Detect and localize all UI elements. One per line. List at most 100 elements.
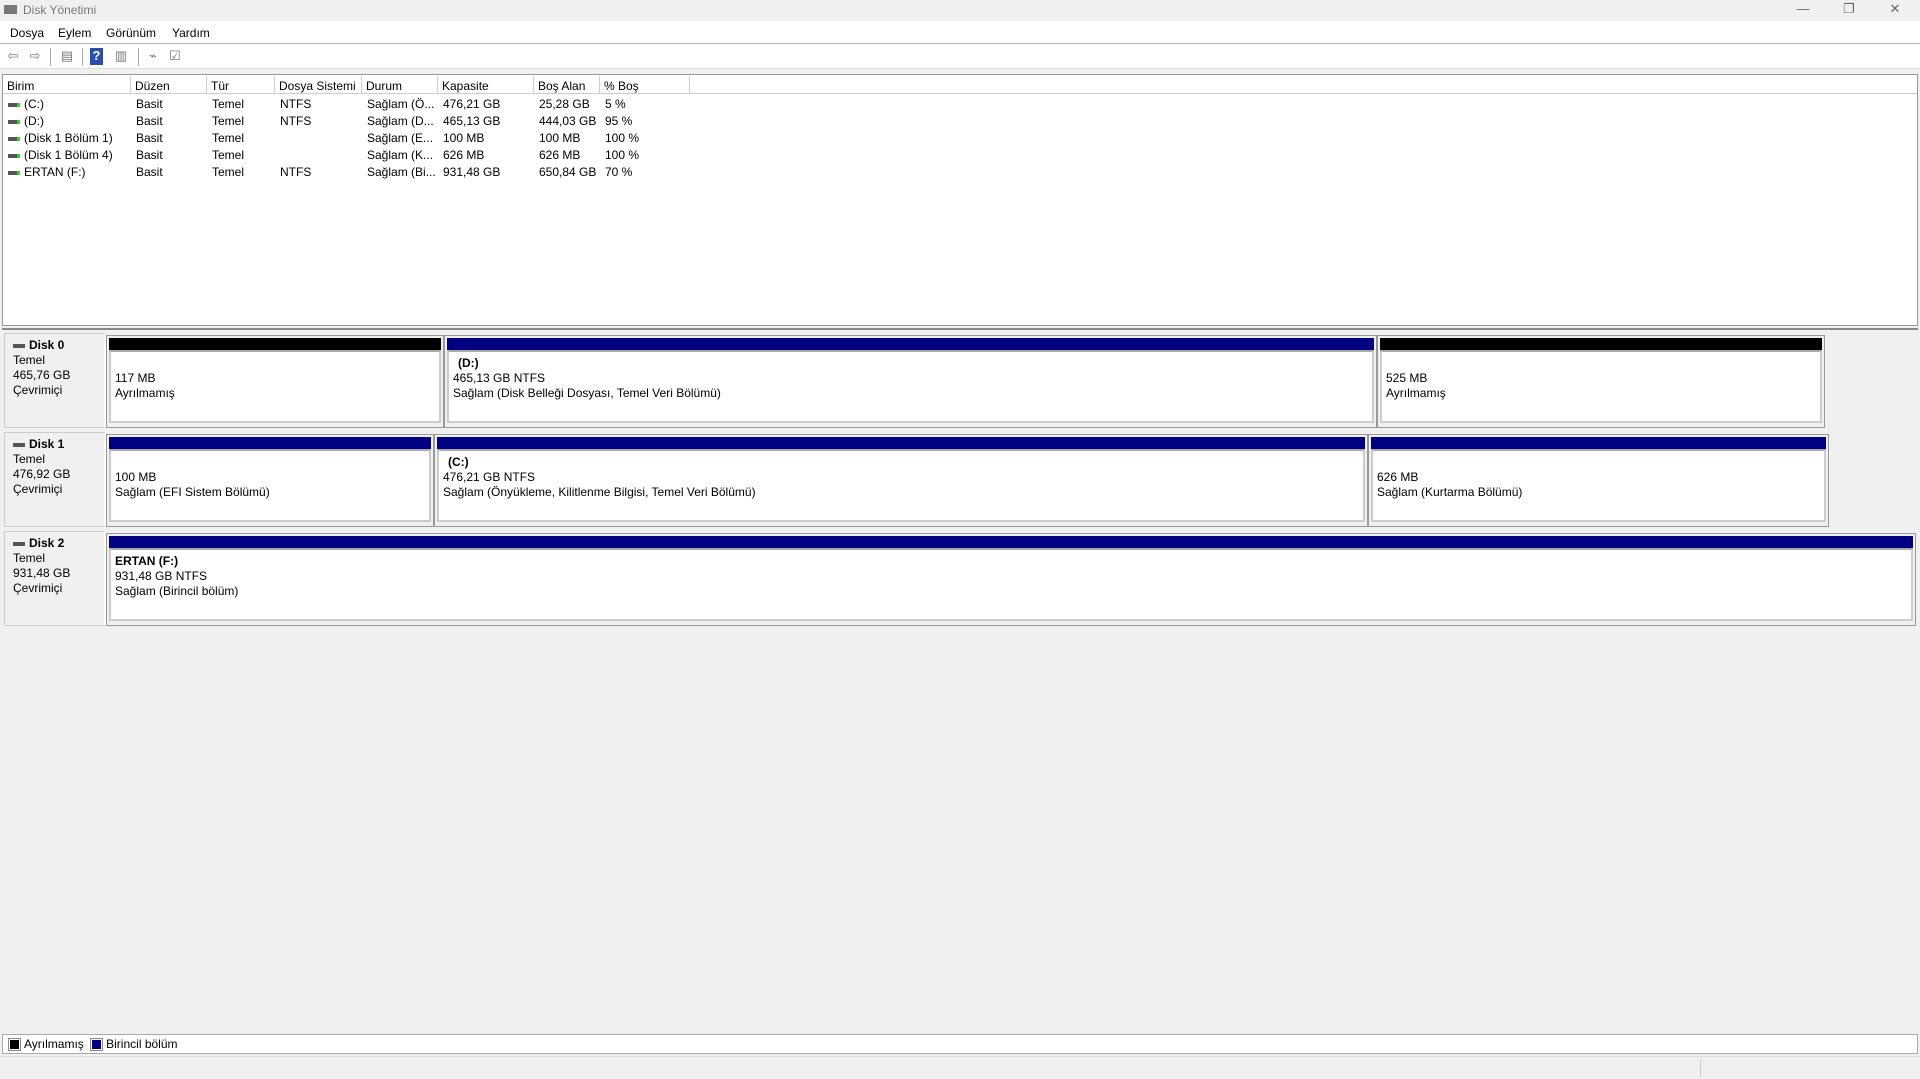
table-cell[interactable]: 100 % — [601, 148, 691, 162]
action-pane-icon[interactable]: ▥ — [114, 48, 128, 63]
volume-name[interactable]: (Disk 1 Bölüm 4) — [4, 148, 132, 162]
column-header[interactable]: Boş Alan — [534, 76, 600, 94]
column-header[interactable]: Kapasite — [438, 76, 534, 94]
table-cell[interactable]: 70 % — [601, 165, 691, 179]
column-header[interactable]: Dosya Sistemi — [275, 76, 362, 94]
table-cell[interactable]: NTFS — [276, 97, 363, 111]
disk-management-icon — [4, 5, 17, 14]
table-cell[interactable]: 95 % — [601, 114, 691, 128]
cell-value: Basit — [136, 131, 163, 145]
table-cell[interactable]: 25,28 GB — [535, 97, 601, 111]
table-cell[interactable]: 100 MB — [535, 131, 601, 145]
drive-icon — [8, 153, 20, 158]
drive-icon — [8, 136, 20, 141]
disk-status: Çevrimiçi — [13, 482, 63, 496]
table-cell[interactable]: 444,03 GB — [535, 114, 601, 128]
disk-name-text: Disk 2 — [29, 536, 65, 550]
partition-label — [115, 356, 435, 371]
partition-primary[interactable]: (C:) 476,21 GB NTFS Sağlam (Önyükleme, Kil… — [434, 434, 1368, 527]
table-cell[interactable]: 626 MB — [535, 148, 601, 162]
disk-type: Temel — [13, 551, 46, 565]
disk-label[interactable]: Disk 2 Temel 931,48 GB Çevrimiçi — [4, 531, 106, 626]
column-header[interactable]: Düzen — [131, 76, 207, 94]
table-cell[interactable]: 5 % — [601, 97, 691, 111]
cell-value: NTFS — [280, 165, 312, 179]
table-cell[interactable]: Temel — [208, 165, 276, 179]
forward-icon[interactable]: ⇨ — [29, 48, 41, 63]
cell-value: 25,28 GB — [539, 97, 590, 111]
partition-bar — [1371, 437, 1826, 449]
drive-icon — [8, 170, 20, 175]
table-cell[interactable]: 100 MB — [439, 131, 535, 145]
disk-label[interactable]: Disk 0 Temel 465,76 GB Çevrimiçi — [4, 333, 106, 428]
table-cell[interactable]: Basit — [132, 131, 208, 145]
window-title: Disk Yönetimi — [23, 3, 97, 17]
table-cell[interactable]: 465,13 GB — [439, 114, 535, 128]
menu-eylem[interactable]: Eylem — [58, 26, 92, 40]
connect-icon[interactable]: ⌁ — [149, 48, 157, 63]
table-cell[interactable]: Temel — [208, 97, 276, 111]
partition-size: 525 MB — [1386, 371, 1428, 385]
table-cell[interactable]: 476,21 GB — [439, 97, 535, 111]
partition-primary[interactable]: (D:) 465,13 GB NTFS Sağlam (Disk Belleği D… — [444, 335, 1377, 428]
disk-status: Çevrimiçi — [13, 581, 63, 595]
partition-size: 100 MB — [115, 470, 157, 484]
volume-name[interactable]: (Disk 1 Bölüm 1) — [4, 131, 132, 145]
partition-bar — [109, 338, 441, 350]
table-cell[interactable]: 931,48 GB — [439, 165, 535, 179]
column-header[interactable]: Tür — [207, 76, 275, 94]
partition-bar — [437, 437, 1365, 449]
partition-unallocated[interactable]: 525 MB Ayrılmamış — [1377, 335, 1825, 428]
table-cell[interactable]: NTFS — [276, 165, 363, 179]
partition-primary[interactable]: 100 MB Sağlam (EFI Sistem Bölümü) — [106, 434, 434, 527]
table-cell[interactable]: Temel — [208, 114, 276, 128]
column-header[interactable]: Birim — [3, 76, 131, 94]
cell-value: 5 % — [605, 97, 626, 111]
column-header-empty — [690, 76, 1917, 94]
partition-bar — [1380, 338, 1822, 350]
menu-gorunum[interactable]: Görünüm — [106, 26, 157, 40]
restore-button[interactable]: ❐ — [1843, 1, 1855, 16]
column-header[interactable]: % Boş — [600, 76, 690, 94]
partition-primary[interactable]: ERTAN (F:) 931,48 GB NTFS Sağlam (Birincil… — [106, 533, 1916, 626]
console-tree-icon[interactable]: ▤ — [60, 48, 74, 63]
back-icon[interactable]: ⇦ — [7, 48, 19, 63]
table-cell[interactable]: 626 MB — [439, 148, 535, 162]
help-icon[interactable]: ? — [90, 48, 103, 65]
table-cell[interactable]: Sağlam (Ö... — [363, 97, 439, 111]
legend: Ayrılmamış Birincil bölüm — [2, 1034, 1918, 1054]
cell-value: Temel — [212, 148, 245, 162]
table-cell[interactable]: Sağlam (K... — [363, 148, 439, 162]
properties-icon[interactable]: ☑ — [169, 48, 181, 63]
menu-yardim[interactable]: Yardım — [172, 26, 210, 40]
partition-unallocated[interactable]: 117 MB Ayrılmamış — [106, 335, 444, 428]
table-cell[interactable]: Basit — [132, 114, 208, 128]
disk-label[interactable]: Disk 1 Temel 476,92 GB Çevrimiçi — [4, 432, 106, 527]
cell-value: Sağlam (K... — [367, 148, 434, 162]
volume-list[interactable]: Birim Düzen Tür Dosya Sistemi Durum Kapasite B… — [2, 74, 1918, 326]
partition-primary[interactable]: 626 MB Sağlam (Kurtarma Bölümü) — [1368, 434, 1829, 527]
table-cell[interactable]: Sağlam (Bi... — [363, 165, 439, 179]
table-cell[interactable]: Temel — [208, 148, 276, 162]
table-cell[interactable]: Sağlam (E... — [363, 131, 439, 145]
table-cell[interactable]: 100 % — [601, 131, 691, 145]
table-cell[interactable]: 650,84 GB — [535, 165, 601, 179]
table-cell[interactable]: Basit — [132, 97, 208, 111]
table-cell[interactable]: Temel — [208, 131, 276, 145]
table-cell[interactable]: Basit — [132, 165, 208, 179]
table-cell[interactable]: Sağlam (D... — [363, 114, 439, 128]
volume-name[interactable]: (C:) — [4, 97, 132, 111]
minimize-button[interactable]: — — [1796, 1, 1810, 16]
partition-body: (C:) 476,21 GB NTFS Sağlam (Önyükleme, Kil… — [437, 449, 1365, 522]
column-header[interactable]: Durum — [362, 76, 438, 94]
close-button[interactable]: ✕ — [1889, 1, 1901, 16]
menu-dosya[interactable]: Dosya — [10, 26, 45, 40]
cell-value: Temel — [212, 114, 245, 128]
volume-name[interactable]: ERTAN (F:) — [4, 165, 132, 179]
partition-size: 476,21 GB NTFS — [443, 470, 536, 484]
volume-name[interactable]: (D:) — [4, 114, 132, 128]
table-cell[interactable]: NTFS — [276, 114, 363, 128]
disk-size: 931,48 GB — [13, 566, 71, 580]
partition-label: (D:) — [458, 356, 479, 370]
table-cell[interactable]: Basit — [132, 148, 208, 162]
